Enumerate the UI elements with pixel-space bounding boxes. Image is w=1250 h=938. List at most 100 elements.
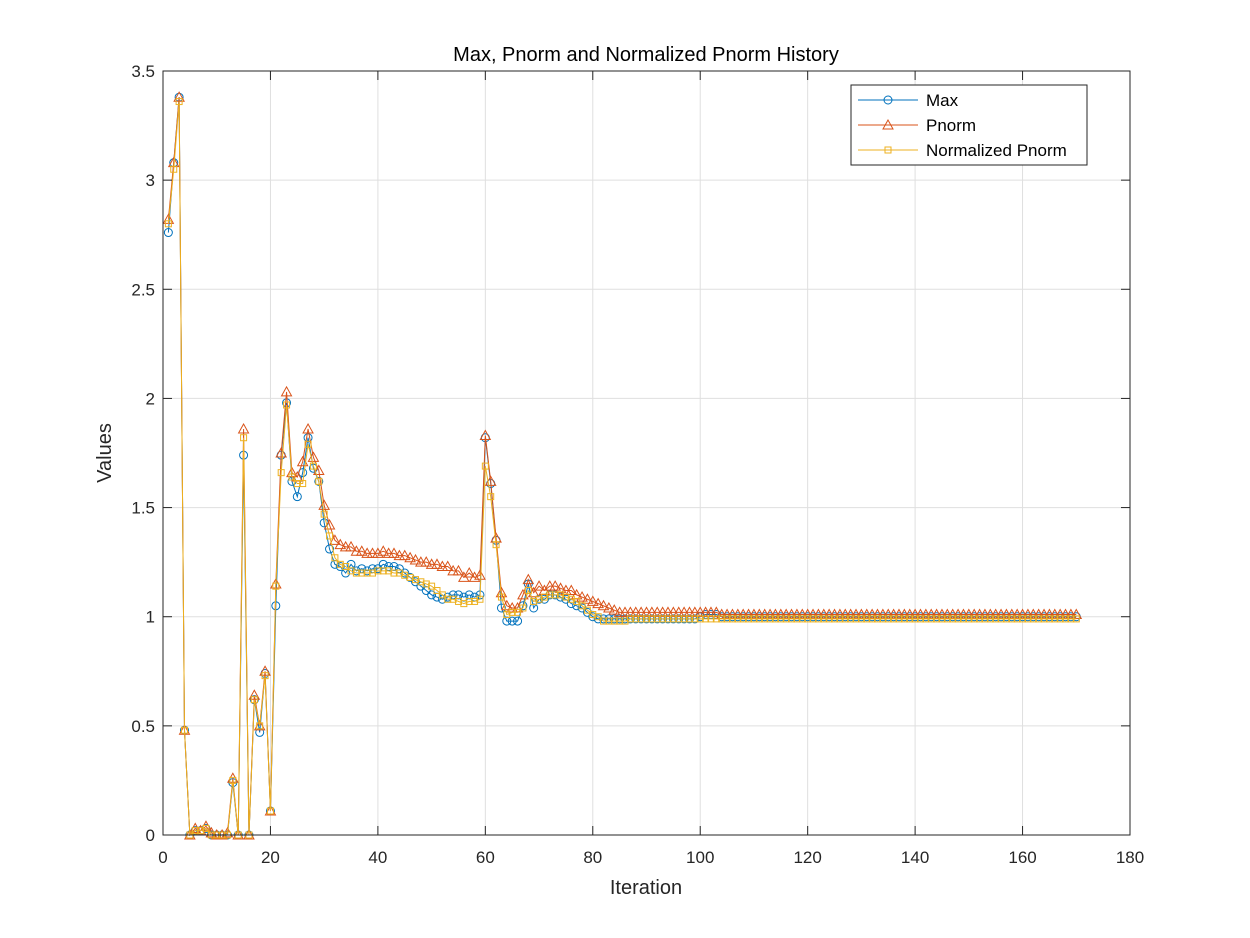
data-point-normalized-pnorm xyxy=(567,595,575,603)
data-point-pnorm xyxy=(355,545,368,556)
data-point-pnorm xyxy=(259,665,271,676)
series-normalized-pnorm xyxy=(164,98,1080,839)
data-point-pnorm xyxy=(296,455,309,467)
data-point-normalized-pnorm xyxy=(589,611,597,619)
data-point-normalized-pnorm xyxy=(809,615,817,623)
data-point-normalized-pnorm xyxy=(712,615,720,623)
chart-title: Max, Pnorm and Normalized Pnorm History xyxy=(453,44,839,66)
legend-entry-pnorm: Pnorm xyxy=(858,116,976,135)
data-point-normalized-pnorm xyxy=(847,615,855,623)
data-point-max xyxy=(163,228,173,238)
data-point-normalized-pnorm xyxy=(868,615,876,623)
data-point-normalized-pnorm xyxy=(336,560,344,568)
data-point-normalized-pnorm xyxy=(578,602,586,610)
data-point-normalized-pnorm xyxy=(841,615,849,623)
data-point-max xyxy=(539,594,549,604)
data-point-normalized-pnorm xyxy=(723,615,731,623)
data-point-normalized-pnorm xyxy=(562,593,570,601)
data-point-normalized-pnorm xyxy=(965,615,973,623)
data-point-normalized-pnorm xyxy=(551,591,559,599)
data-point-normalized-pnorm xyxy=(610,617,618,625)
data-point-pnorm xyxy=(377,545,390,556)
data-point-normalized-pnorm xyxy=(535,595,543,603)
data-point-normalized-pnorm xyxy=(497,593,505,601)
data-point-normalized-pnorm xyxy=(347,567,355,575)
data-point-max xyxy=(427,590,437,600)
data-point-pnorm xyxy=(608,604,621,615)
data-point-pnorm xyxy=(441,560,454,572)
data-point-pnorm xyxy=(522,573,535,585)
data-point-normalized-pnorm xyxy=(422,580,430,588)
data-point-normalized-pnorm xyxy=(288,473,296,481)
data-point-normalized-pnorm xyxy=(1072,615,1080,623)
data-point-normalized-pnorm xyxy=(1008,615,1016,623)
data-point-normalized-pnorm xyxy=(890,615,898,623)
data-point-normalized-pnorm xyxy=(573,597,581,605)
data-point-pnorm xyxy=(237,422,250,434)
data-point-normalized-pnorm xyxy=(632,615,640,623)
data-point-normalized-pnorm xyxy=(417,578,425,586)
data-point-normalized-pnorm xyxy=(283,401,291,409)
data-point-normalized-pnorm xyxy=(175,98,183,106)
data-point-normalized-pnorm xyxy=(916,615,924,623)
data-point-normalized-pnorm xyxy=(326,532,334,540)
data-point-normalized-pnorm xyxy=(277,469,285,477)
y-tick-label: 1.5 xyxy=(131,499,155,518)
data-point-pnorm xyxy=(398,549,411,561)
data-point-pnorm xyxy=(280,385,293,397)
data-point-pnorm xyxy=(409,553,422,565)
data-point-normalized-pnorm xyxy=(250,696,258,704)
data-point-normalized-pnorm xyxy=(857,615,865,623)
legend-swatch-marker xyxy=(884,146,892,154)
data-point-normalized-pnorm xyxy=(433,587,441,595)
data-point-normalized-pnorm xyxy=(481,462,489,470)
data-point-normalized-pnorm xyxy=(363,569,371,577)
data-point-normalized-pnorm xyxy=(557,591,565,599)
data-point-normalized-pnorm xyxy=(777,615,785,623)
data-point-pnorm xyxy=(533,580,545,591)
data-point-normalized-pnorm xyxy=(879,615,887,623)
data-point-normalized-pnorm xyxy=(401,571,409,579)
data-point-max xyxy=(410,577,420,587)
data-point-normalized-pnorm xyxy=(696,615,704,623)
data-point-pnorm xyxy=(388,547,400,558)
data-point-normalized-pnorm xyxy=(820,615,828,623)
data-point-pnorm xyxy=(420,556,433,567)
data-point-normalized-pnorm xyxy=(798,615,806,623)
data-point-normalized-pnorm xyxy=(438,591,446,599)
data-point-normalized-pnorm xyxy=(626,615,634,623)
x-tick-label: 160 xyxy=(1008,848,1036,867)
data-point-normalized-pnorm xyxy=(718,615,726,623)
y-tick-label: 2 xyxy=(146,389,155,408)
data-point-max xyxy=(609,614,619,624)
data-point-normalized-pnorm xyxy=(734,615,742,623)
data-point-normalized-pnorm xyxy=(170,165,178,173)
data-point-normalized-pnorm xyxy=(836,615,844,623)
data-point-pnorm xyxy=(603,601,615,613)
data-point-normalized-pnorm xyxy=(358,569,366,577)
data-point-pnorm xyxy=(275,446,288,458)
y-tick-label: 0.5 xyxy=(131,717,155,736)
data-point-normalized-pnorm xyxy=(374,567,382,575)
data-point-pnorm xyxy=(345,540,357,552)
data-point-normalized-pnorm xyxy=(428,582,436,590)
data-point-normalized-pnorm xyxy=(992,615,1000,623)
data-point-normalized-pnorm xyxy=(514,608,522,616)
data-point-pnorm xyxy=(576,591,588,602)
y-axis-label: Values xyxy=(94,423,116,483)
data-point-pnorm xyxy=(173,91,185,102)
data-point-normalized-pnorm xyxy=(653,615,661,623)
data-point-max xyxy=(351,566,361,576)
data-point-pnorm xyxy=(597,599,610,611)
data-point-normalized-pnorm xyxy=(745,615,753,623)
data-point-max xyxy=(325,544,335,554)
data-point-max xyxy=(582,607,592,617)
y-axis-ticks: 0 0.5 1 1.5 2 2.5 3 3.5 xyxy=(131,62,1130,845)
data-point-max xyxy=(577,603,587,613)
data-point-normalized-pnorm xyxy=(943,615,951,623)
data-point-normalized-pnorm xyxy=(1002,615,1010,623)
data-point-normalized-pnorm xyxy=(933,615,941,623)
data-point-normalized-pnorm xyxy=(659,615,667,623)
data-point-normalized-pnorm xyxy=(503,611,511,619)
data-point-normalized-pnorm xyxy=(352,569,360,577)
